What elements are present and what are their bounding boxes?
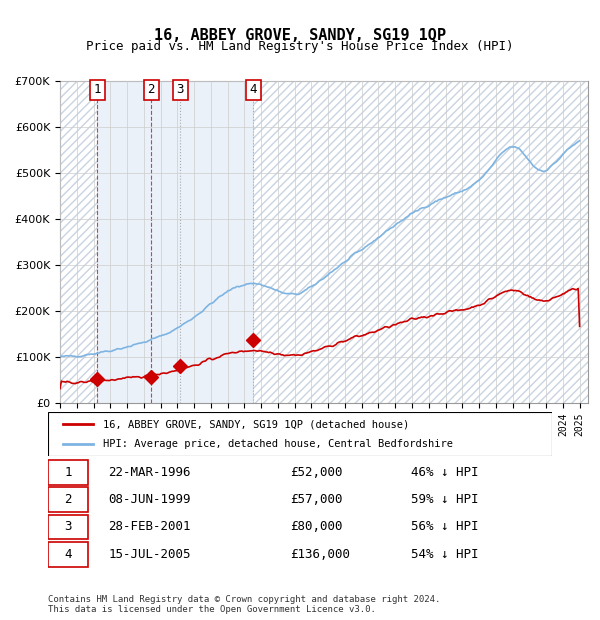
Bar bbox=[60, 81, 97, 403]
Text: 1: 1 bbox=[94, 83, 101, 96]
Text: 46% ↓ HPI: 46% ↓ HPI bbox=[411, 466, 478, 479]
FancyBboxPatch shape bbox=[48, 542, 88, 567]
Text: £52,000: £52,000 bbox=[290, 466, 343, 479]
Text: Contains HM Land Registry data © Crown copyright and database right 2024.: Contains HM Land Registry data © Crown c… bbox=[48, 595, 440, 604]
Bar bbox=[97, 81, 253, 403]
Text: 54% ↓ HPI: 54% ↓ HPI bbox=[411, 548, 478, 560]
FancyBboxPatch shape bbox=[48, 412, 552, 456]
FancyBboxPatch shape bbox=[48, 515, 88, 539]
Text: £57,000: £57,000 bbox=[290, 494, 343, 506]
Text: 1: 1 bbox=[64, 466, 72, 479]
Text: 4: 4 bbox=[64, 548, 72, 560]
Text: £136,000: £136,000 bbox=[290, 548, 350, 560]
Text: 22-MAR-1996: 22-MAR-1996 bbox=[109, 466, 191, 479]
Text: 16, ABBEY GROVE, SANDY, SG19 1QP: 16, ABBEY GROVE, SANDY, SG19 1QP bbox=[154, 28, 446, 43]
Bar bbox=[253, 81, 588, 403]
Text: 59% ↓ HPI: 59% ↓ HPI bbox=[411, 494, 478, 506]
Text: 56% ↓ HPI: 56% ↓ HPI bbox=[411, 521, 478, 533]
Text: 08-JUN-1999: 08-JUN-1999 bbox=[109, 494, 191, 506]
Text: 2: 2 bbox=[148, 83, 155, 96]
Text: 4: 4 bbox=[250, 83, 257, 96]
Text: 16, ABBEY GROVE, SANDY, SG19 1QP (detached house): 16, ABBEY GROVE, SANDY, SG19 1QP (detach… bbox=[103, 420, 410, 430]
Text: HPI: Average price, detached house, Central Bedfordshire: HPI: Average price, detached house, Cent… bbox=[103, 438, 454, 448]
FancyBboxPatch shape bbox=[48, 487, 88, 512]
FancyBboxPatch shape bbox=[48, 460, 88, 485]
Text: 15-JUL-2005: 15-JUL-2005 bbox=[109, 548, 191, 560]
Text: 3: 3 bbox=[64, 521, 72, 533]
Text: Price paid vs. HM Land Registry's House Price Index (HPI): Price paid vs. HM Land Registry's House … bbox=[86, 40, 514, 53]
Text: 28-FEB-2001: 28-FEB-2001 bbox=[109, 521, 191, 533]
Text: 3: 3 bbox=[176, 83, 184, 96]
Text: £80,000: £80,000 bbox=[290, 521, 343, 533]
Text: 2: 2 bbox=[64, 494, 72, 506]
Text: This data is licensed under the Open Government Licence v3.0.: This data is licensed under the Open Gov… bbox=[48, 604, 376, 614]
